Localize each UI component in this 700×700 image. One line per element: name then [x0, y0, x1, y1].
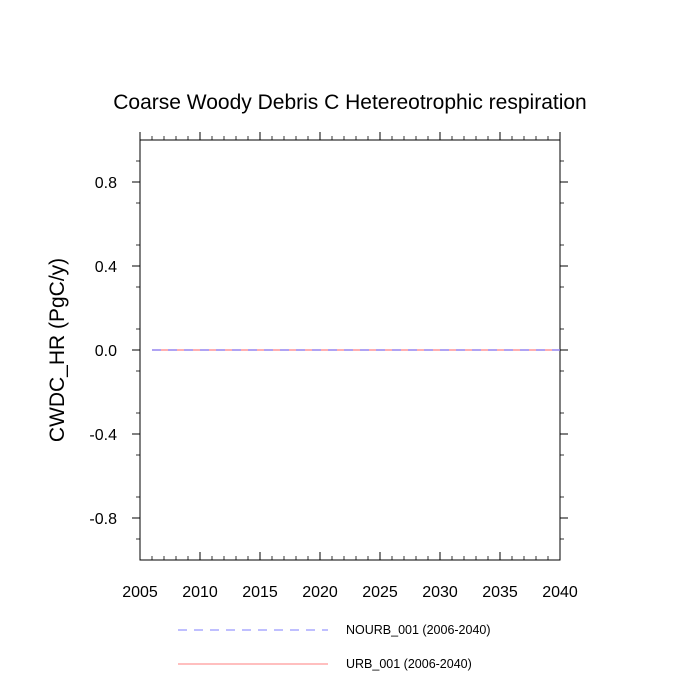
legend-label: URB_001 (2006-2040): [346, 657, 472, 671]
axis-ticks: [132, 132, 568, 560]
x-tick-label: 2030: [422, 584, 458, 601]
x-tick-label: 2015: [242, 584, 278, 601]
y-tick-label: -0.4: [89, 427, 117, 444]
x-tick-label: 2035: [482, 584, 518, 601]
y-tick-label: 0.8: [95, 175, 117, 192]
y-tick-label: 0.4: [95, 259, 117, 276]
x-tick-label: 2010: [182, 584, 218, 601]
tick-labels: 2005 2010 2015 2020 2025 2030 2035 2040 -0.8 -0.4…: [89, 175, 577, 601]
chart-title: Coarse Woody Debris C Hetereotrophic res…: [113, 91, 586, 114]
x-tick-label: 2020: [302, 584, 338, 601]
legend-label: NOURB_001 (2006-2040): [346, 623, 491, 637]
y-tick-label: -0.8: [89, 511, 117, 528]
legend: NOURB_001 (2006-2040) URB_001 (2006-2040): [178, 623, 491, 671]
x-tick-label: 2005: [122, 584, 158, 601]
y-tick-label: 0.0: [95, 343, 117, 360]
x-tick-label: 2040: [542, 584, 578, 601]
y-axis-label: CWDC_HR (PgC/y): [46, 258, 69, 442]
x-tick-label: 2025: [362, 584, 398, 601]
